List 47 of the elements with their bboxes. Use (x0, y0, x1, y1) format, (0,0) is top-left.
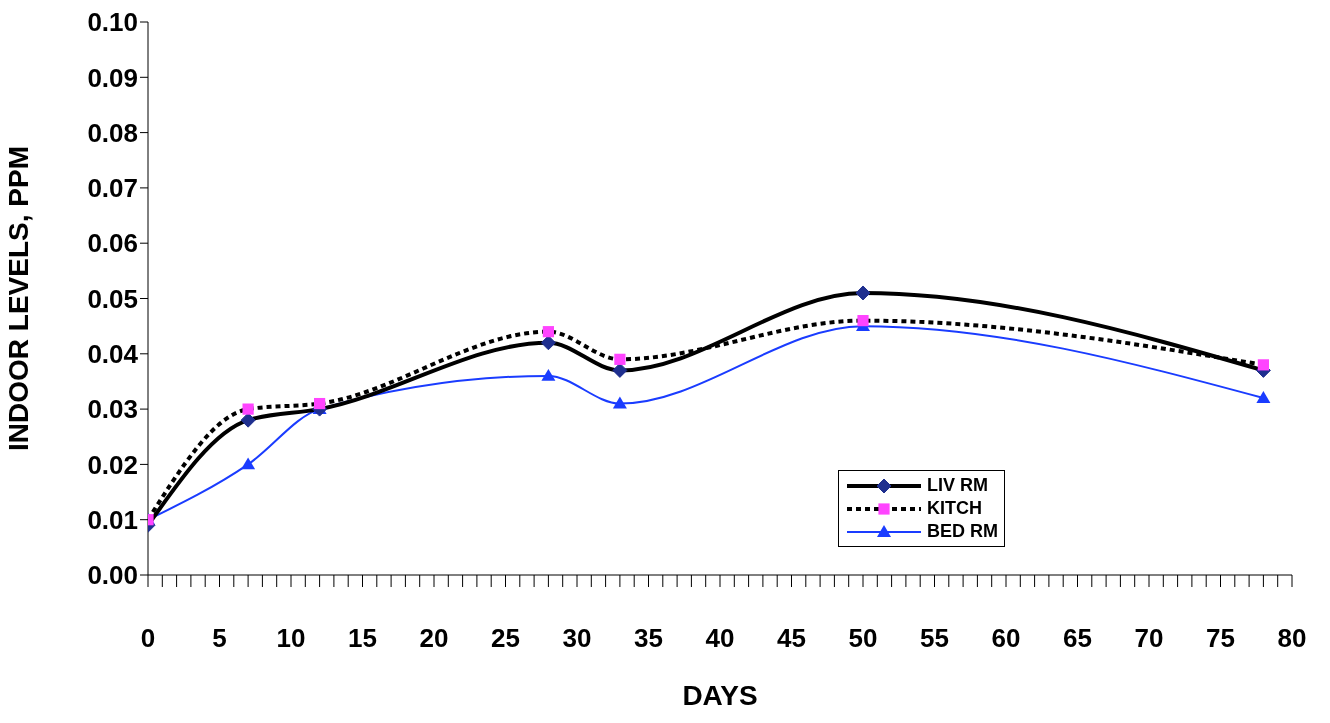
x-tick-label: 20 (419, 623, 449, 654)
x-tick-label: 15 (348, 623, 377, 654)
x-tick-label: 45 (777, 623, 806, 654)
point (612, 396, 627, 409)
x-tick-label: 40 (705, 623, 735, 654)
x-tick-label: 70 (1134, 623, 1164, 654)
point (541, 368, 556, 381)
x-tick-label: 75 (1206, 623, 1235, 654)
y-tick-label: 0.05 (87, 283, 138, 314)
point (240, 412, 256, 428)
y-tick-label: 0.04 (87, 339, 139, 370)
x-tick-label: 65 (1063, 623, 1092, 654)
x-tick-label: 10 (276, 623, 306, 654)
x-axis-title: DAYS (682, 680, 758, 711)
x-tick-label: 55 (920, 623, 949, 654)
x-tick-label: 30 (562, 623, 592, 654)
x-tick-label: 25 (491, 623, 520, 654)
point (612, 362, 628, 378)
y-tick-label: 0.01 (87, 504, 138, 535)
y-tick-label: 0.06 (87, 228, 138, 259)
legend-label: LIV RM (927, 475, 988, 496)
point (857, 315, 869, 327)
point (542, 326, 554, 338)
point (614, 353, 626, 365)
y-tick-label: 0.02 (87, 449, 138, 480)
x-tick-label: 5 (212, 623, 227, 654)
x-tick-label: 35 (634, 623, 663, 654)
point (855, 285, 871, 301)
point (242, 403, 254, 415)
y-tick-label: 0.07 (87, 173, 138, 204)
y-axis-title: INDOOR LEVELS, PPM (2, 146, 34, 451)
point (241, 457, 256, 470)
y-tick-label: 0.08 (87, 117, 138, 148)
point (1257, 359, 1269, 371)
point (1256, 391, 1271, 403)
x-tick-label: 80 (1277, 623, 1307, 654)
y-tick-label: 0.00 (87, 560, 138, 591)
y-tick-label: 0.10 (87, 7, 138, 38)
legend-label: KITCH (927, 498, 982, 519)
x-tick-label: 60 (991, 623, 1021, 654)
y-tick-label: 0.03 (87, 394, 138, 425)
point (540, 335, 556, 351)
legend-label: BED RM (927, 521, 998, 542)
point (314, 397, 326, 410)
x-tick-label: 50 (848, 623, 878, 654)
y-tick-label: 0.09 (87, 62, 138, 93)
x-tick-label: 0 (140, 623, 156, 654)
